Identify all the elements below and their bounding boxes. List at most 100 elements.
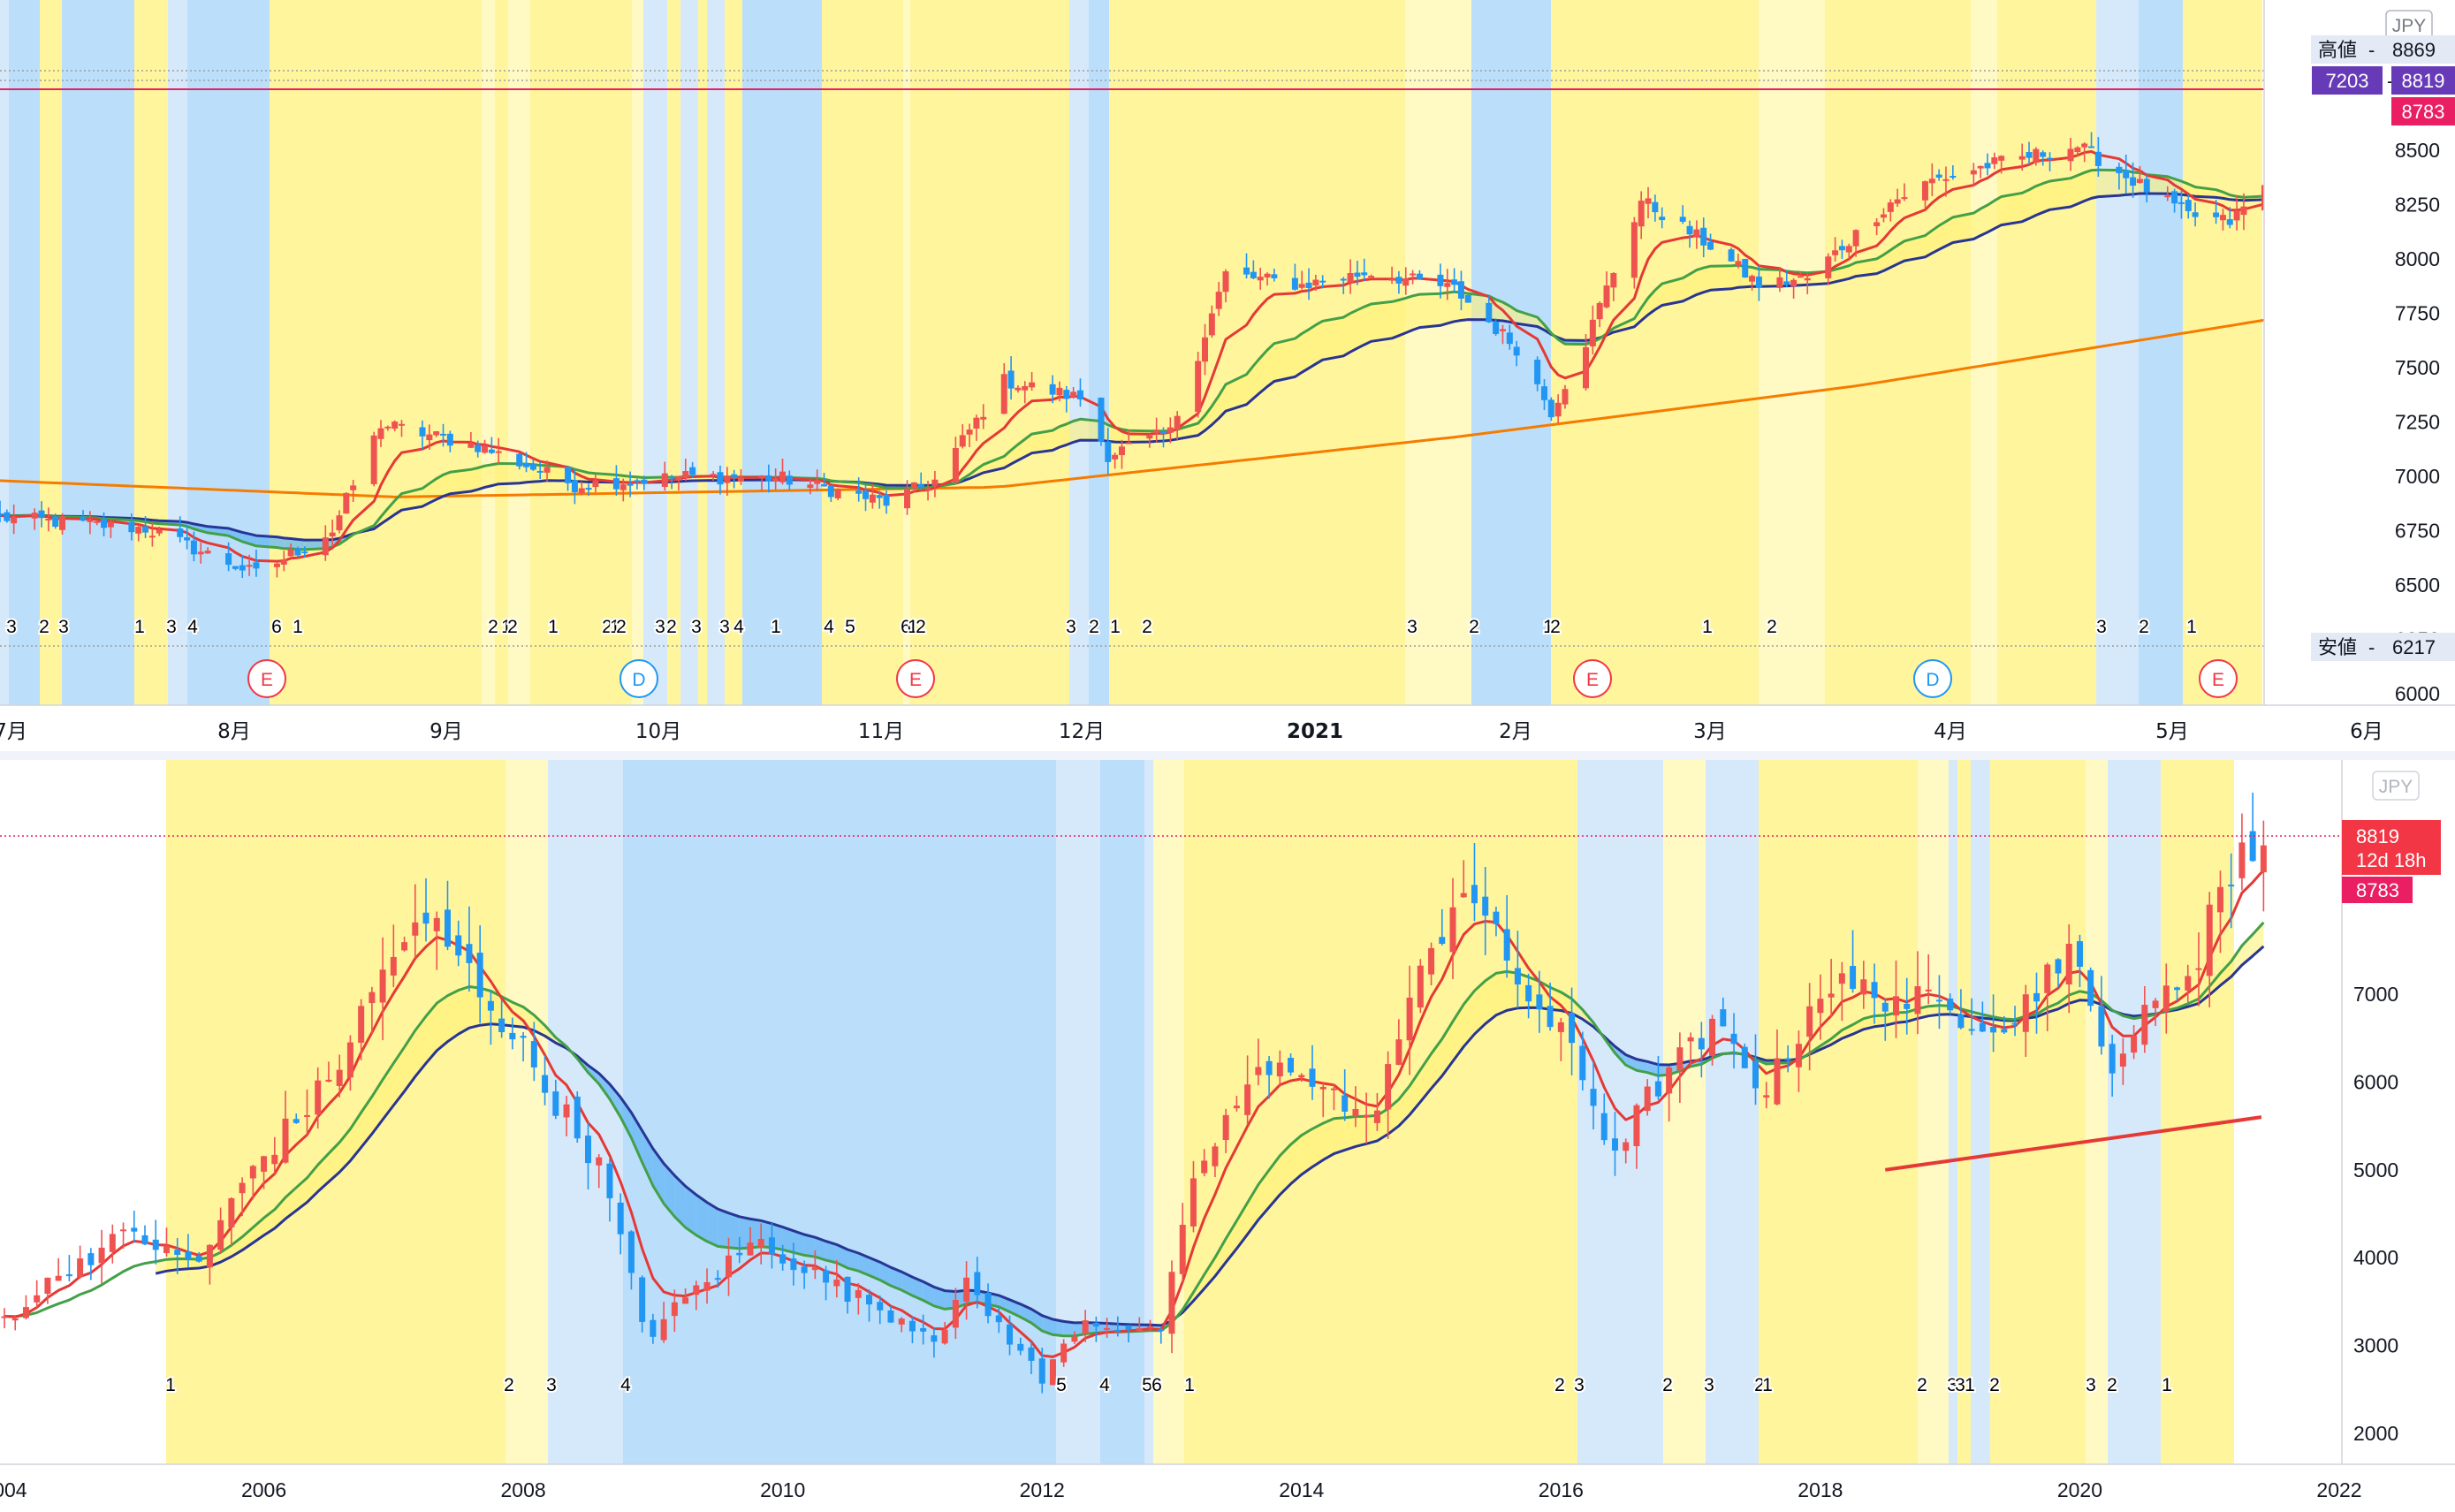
candle-top-body bbox=[910, 482, 917, 489]
pane-separator[interactable] bbox=[0, 751, 2455, 760]
candle-bottom-body bbox=[1406, 997, 1413, 1041]
candle-bottom-body bbox=[228, 1197, 235, 1227]
earnings-marker[interactable]: E bbox=[1573, 659, 1612, 698]
candle-top-body bbox=[758, 475, 765, 478]
zone-top bbox=[1825, 0, 1971, 705]
candle-top-body bbox=[343, 492, 350, 514]
candle-bottom-body bbox=[736, 1252, 743, 1256]
candle-bottom-body bbox=[195, 1256, 202, 1262]
candle-bottom-body bbox=[2109, 1044, 2116, 1074]
zone-top bbox=[168, 0, 187, 705]
candle-top-body bbox=[2185, 200, 2192, 211]
candle-bottom-body bbox=[1233, 1106, 1240, 1109]
top-price-pane[interactable]: 3 2 3 1 3 4 6 1 2 12 1 212 3 2 3 3 4 1 4 5 612 3 2 1 2 3 2 12 1 2 3 2 1 … bbox=[0, 0, 2337, 705]
candle-bottom-body bbox=[282, 1118, 289, 1163]
ema-ribbon-top bbox=[519, 463, 527, 483]
candle-top-body bbox=[1645, 198, 1652, 204]
high-value: 8869 bbox=[2392, 39, 2436, 61]
candle-top-body bbox=[952, 447, 959, 483]
ema-ribbon-bottom bbox=[869, 1257, 880, 1280]
zone-top bbox=[2096, 0, 2139, 705]
candle-top-body bbox=[516, 453, 523, 467]
earnings-marker[interactable]: E bbox=[2199, 659, 2238, 698]
candle-bottom-body bbox=[336, 1069, 343, 1086]
candle-bottom-body bbox=[811, 1267, 818, 1271]
candle-top-body bbox=[1159, 431, 1167, 434]
candle-top-body bbox=[1291, 277, 1298, 290]
candle-top-body bbox=[1486, 302, 1493, 323]
candle-top-body bbox=[350, 485, 357, 490]
candle-bottom-body bbox=[293, 1119, 300, 1123]
ema-ribbon-bottom bbox=[685, 1186, 696, 1235]
candle-bottom-body bbox=[1935, 999, 1942, 1002]
candle-bottom-body bbox=[11, 1318, 19, 1321]
count-label-top: 2 bbox=[602, 617, 612, 637]
time-axis-bottom[interactable]: 2004 2006 2008 2010 2012 2014 2016 2018 2020 2022 bbox=[0, 1463, 2455, 1512]
ema-ribbon-top bbox=[1107, 424, 1115, 443]
candle-bottom-body bbox=[1654, 1081, 1661, 1097]
candle-top-body bbox=[1797, 276, 1804, 278]
ema-ribbon-top bbox=[1073, 419, 1081, 443]
candle-top-body bbox=[786, 475, 793, 485]
count-label-bottom: 3 bbox=[546, 1375, 557, 1395]
candle-bottom-body bbox=[1276, 1062, 1283, 1077]
earnings-marker[interactable]: E bbox=[247, 659, 286, 698]
candle-top-body bbox=[399, 423, 406, 426]
ema-ribbon-bottom bbox=[664, 1163, 675, 1217]
candle-top-body bbox=[717, 472, 724, 485]
candle-top-body bbox=[1250, 271, 1257, 278]
count-label-bottom: 5 bbox=[1056, 1375, 1067, 1395]
count-label-top: 1 bbox=[2186, 617, 2197, 637]
last-price-bottom: 8819 bbox=[2356, 825, 2399, 847]
candle-top-body bbox=[731, 474, 738, 479]
candle-bottom-body bbox=[1038, 1358, 1045, 1384]
ema-ribbon-bottom bbox=[804, 1234, 816, 1257]
count-label-top: 1 bbox=[293, 617, 303, 637]
candle-top-body bbox=[1195, 361, 1202, 413]
candle-top-body bbox=[1118, 446, 1125, 456]
candle-top-body bbox=[924, 488, 931, 490]
candle-bottom-body bbox=[1244, 1084, 1251, 1115]
zone-bottom bbox=[623, 760, 1056, 1464]
candle-bottom-body bbox=[1925, 989, 1932, 992]
zone-bottom bbox=[1100, 760, 1144, 1464]
candle-top-body bbox=[675, 475, 682, 481]
candle-bottom-body bbox=[660, 1318, 667, 1341]
dividend-marker[interactable]: D bbox=[1913, 659, 1952, 698]
ema-ribbon-top bbox=[1253, 357, 1261, 399]
count-label-top: 1 bbox=[908, 617, 918, 637]
ema-ribbon-top bbox=[1468, 293, 1489, 320]
candle-top-body bbox=[1776, 277, 1783, 288]
candle-bottom-body bbox=[2065, 944, 2072, 984]
time-axis-top[interactable]: 7月 8月 9月 10月 11月 12月 2021 2月 3月 4月 5月 6月 bbox=[0, 704, 2455, 751]
bottom-price-pane[interactable]: 1 2 3 4 5 4 5 6 1 2 3 2 3 21 2 33 1 2 3 2 1 bbox=[0, 760, 2267, 1464]
ema-ribbon-top bbox=[1398, 298, 1406, 336]
dividend-marker[interactable]: D bbox=[619, 659, 658, 698]
candle-top-body bbox=[391, 422, 399, 429]
price-tick-top: 6000 bbox=[2395, 682, 2440, 705]
ema-ribbon-top bbox=[1024, 434, 1032, 457]
candle-top-body bbox=[1312, 279, 1319, 286]
zone-bottom bbox=[1706, 760, 1759, 1464]
candle-top-body bbox=[232, 566, 239, 569]
candle-bottom-body bbox=[1838, 973, 1845, 984]
candle-bottom-body bbox=[1017, 1343, 1024, 1351]
candle-bottom-body bbox=[563, 1104, 570, 1118]
candle-bottom-body bbox=[1125, 1325, 1132, 1330]
candle-top-body bbox=[689, 467, 696, 475]
candle-bottom-body bbox=[1493, 911, 1500, 924]
trend-zones-bottom bbox=[0, 760, 2234, 1464]
candle-bottom-body bbox=[174, 1250, 181, 1255]
candle-top-body bbox=[2192, 212, 2199, 217]
candle-bottom-body bbox=[2141, 1005, 2148, 1045]
zone-top bbox=[910, 0, 1069, 705]
ema-ribbon-bottom bbox=[2231, 946, 2242, 977]
candle-bottom-body bbox=[1730, 1033, 1737, 1045]
ema-ribbon-top bbox=[1454, 292, 1462, 322]
earnings-marker[interactable]: E bbox=[896, 659, 935, 698]
ema-ribbon-bottom bbox=[674, 1175, 686, 1228]
candle-top-body bbox=[821, 484, 828, 487]
ema-ribbon-top bbox=[1080, 419, 1101, 441]
candle-bottom-body bbox=[152, 1239, 159, 1250]
